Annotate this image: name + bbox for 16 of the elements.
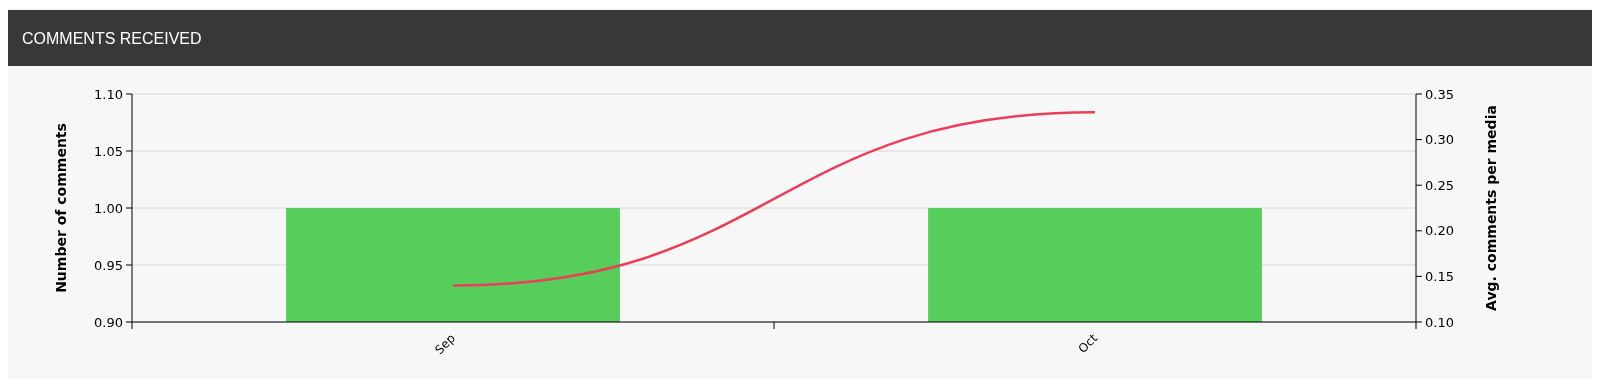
- y-tick-label: 1.10: [94, 86, 123, 102]
- y-tick-label: 0.90: [94, 314, 123, 330]
- chart-title: COMMENTS RECEIVED: [22, 30, 202, 47]
- y-tick-label: 1.00: [94, 200, 123, 216]
- x-tick-label: Sep: [432, 331, 459, 358]
- y2-tick-label: 0.30: [1425, 132, 1454, 148]
- y-tick-label: 1.05: [94, 143, 123, 159]
- y2-axis-title: Avg. comments per media: [1483, 105, 1499, 311]
- y-axis-title: Number of comments: [53, 123, 69, 293]
- y2-tick-label: 0.25: [1425, 177, 1454, 193]
- y-tick-label: 0.95: [94, 257, 123, 273]
- y2-tick-label: 0.15: [1425, 268, 1454, 284]
- x-tick-label: Oct: [1075, 330, 1101, 356]
- y2-tick-label: 0.35: [1425, 86, 1454, 102]
- y2-tick-label: 0.20: [1425, 223, 1454, 239]
- y2-tick-label: 0.10: [1425, 314, 1454, 330]
